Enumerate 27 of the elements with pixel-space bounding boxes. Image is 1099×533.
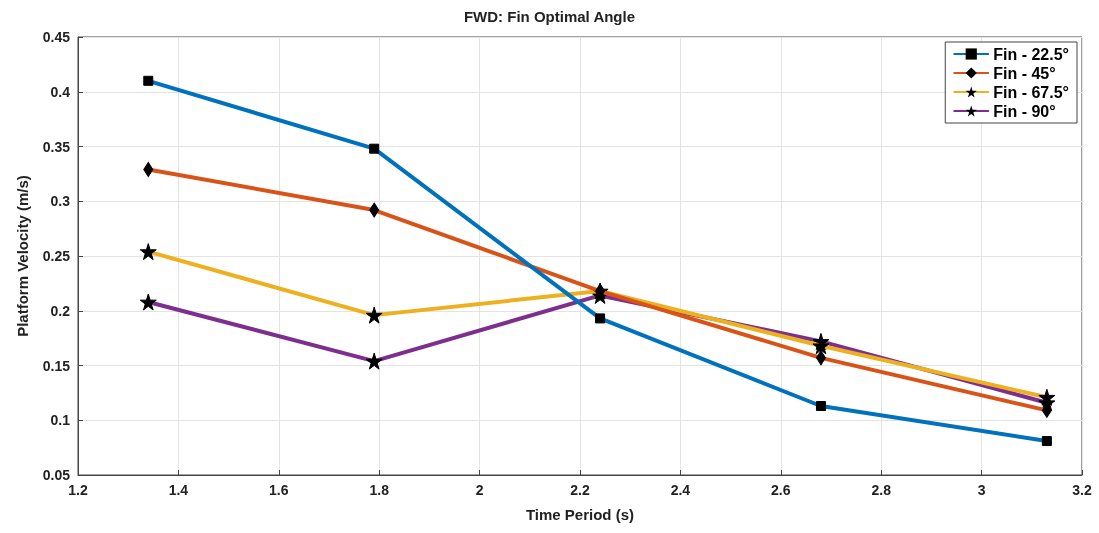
y-tick-label: 0.05 [42, 467, 71, 483]
legend-label: Fin - 90° [993, 102, 1056, 120]
y-tick-label: 0.15 [42, 357, 71, 374]
y-axis-title: Platform Velocity (m/s) [14, 175, 31, 337]
x-tick-label: 3.2 [1072, 482, 1092, 498]
x-tick-label: 1.2 [68, 482, 88, 498]
x-tick-label: 1.6 [269, 482, 289, 498]
chart-title: FWD: Fin Optimal Angle [463, 8, 636, 25]
x-tick-label: 1.8 [369, 482, 390, 498]
x-tick-label: 2 [475, 482, 484, 498]
y-tick-label: 0.3 [50, 193, 71, 210]
y-tick-label: 0.45 [42, 29, 71, 45]
legend-label: Fin - 45° [993, 64, 1056, 82]
legend-label: Fin - 22.5° [993, 45, 1069, 63]
y-tick-label: 0.25 [42, 248, 71, 264]
x-tick-label: 2.6 [771, 482, 791, 498]
x-tick-label: 3 [977, 482, 986, 498]
y-tick-label: 0.35 [42, 138, 71, 155]
x-tick-label: 2.2 [570, 482, 590, 498]
y-tick-label: 0.1 [50, 412, 71, 429]
x-tick-label: 2.8 [871, 482, 892, 498]
y-tick-label: 0.2 [50, 302, 71, 319]
x-tick-label: 1.4 [168, 482, 189, 498]
x-axis-title: Time Period (s) [525, 506, 635, 523]
x-tick-label: 2.4 [670, 482, 691, 498]
legend-label: Fin - 67.5° [993, 83, 1069, 101]
y-tick-label: 0.4 [50, 83, 71, 100]
